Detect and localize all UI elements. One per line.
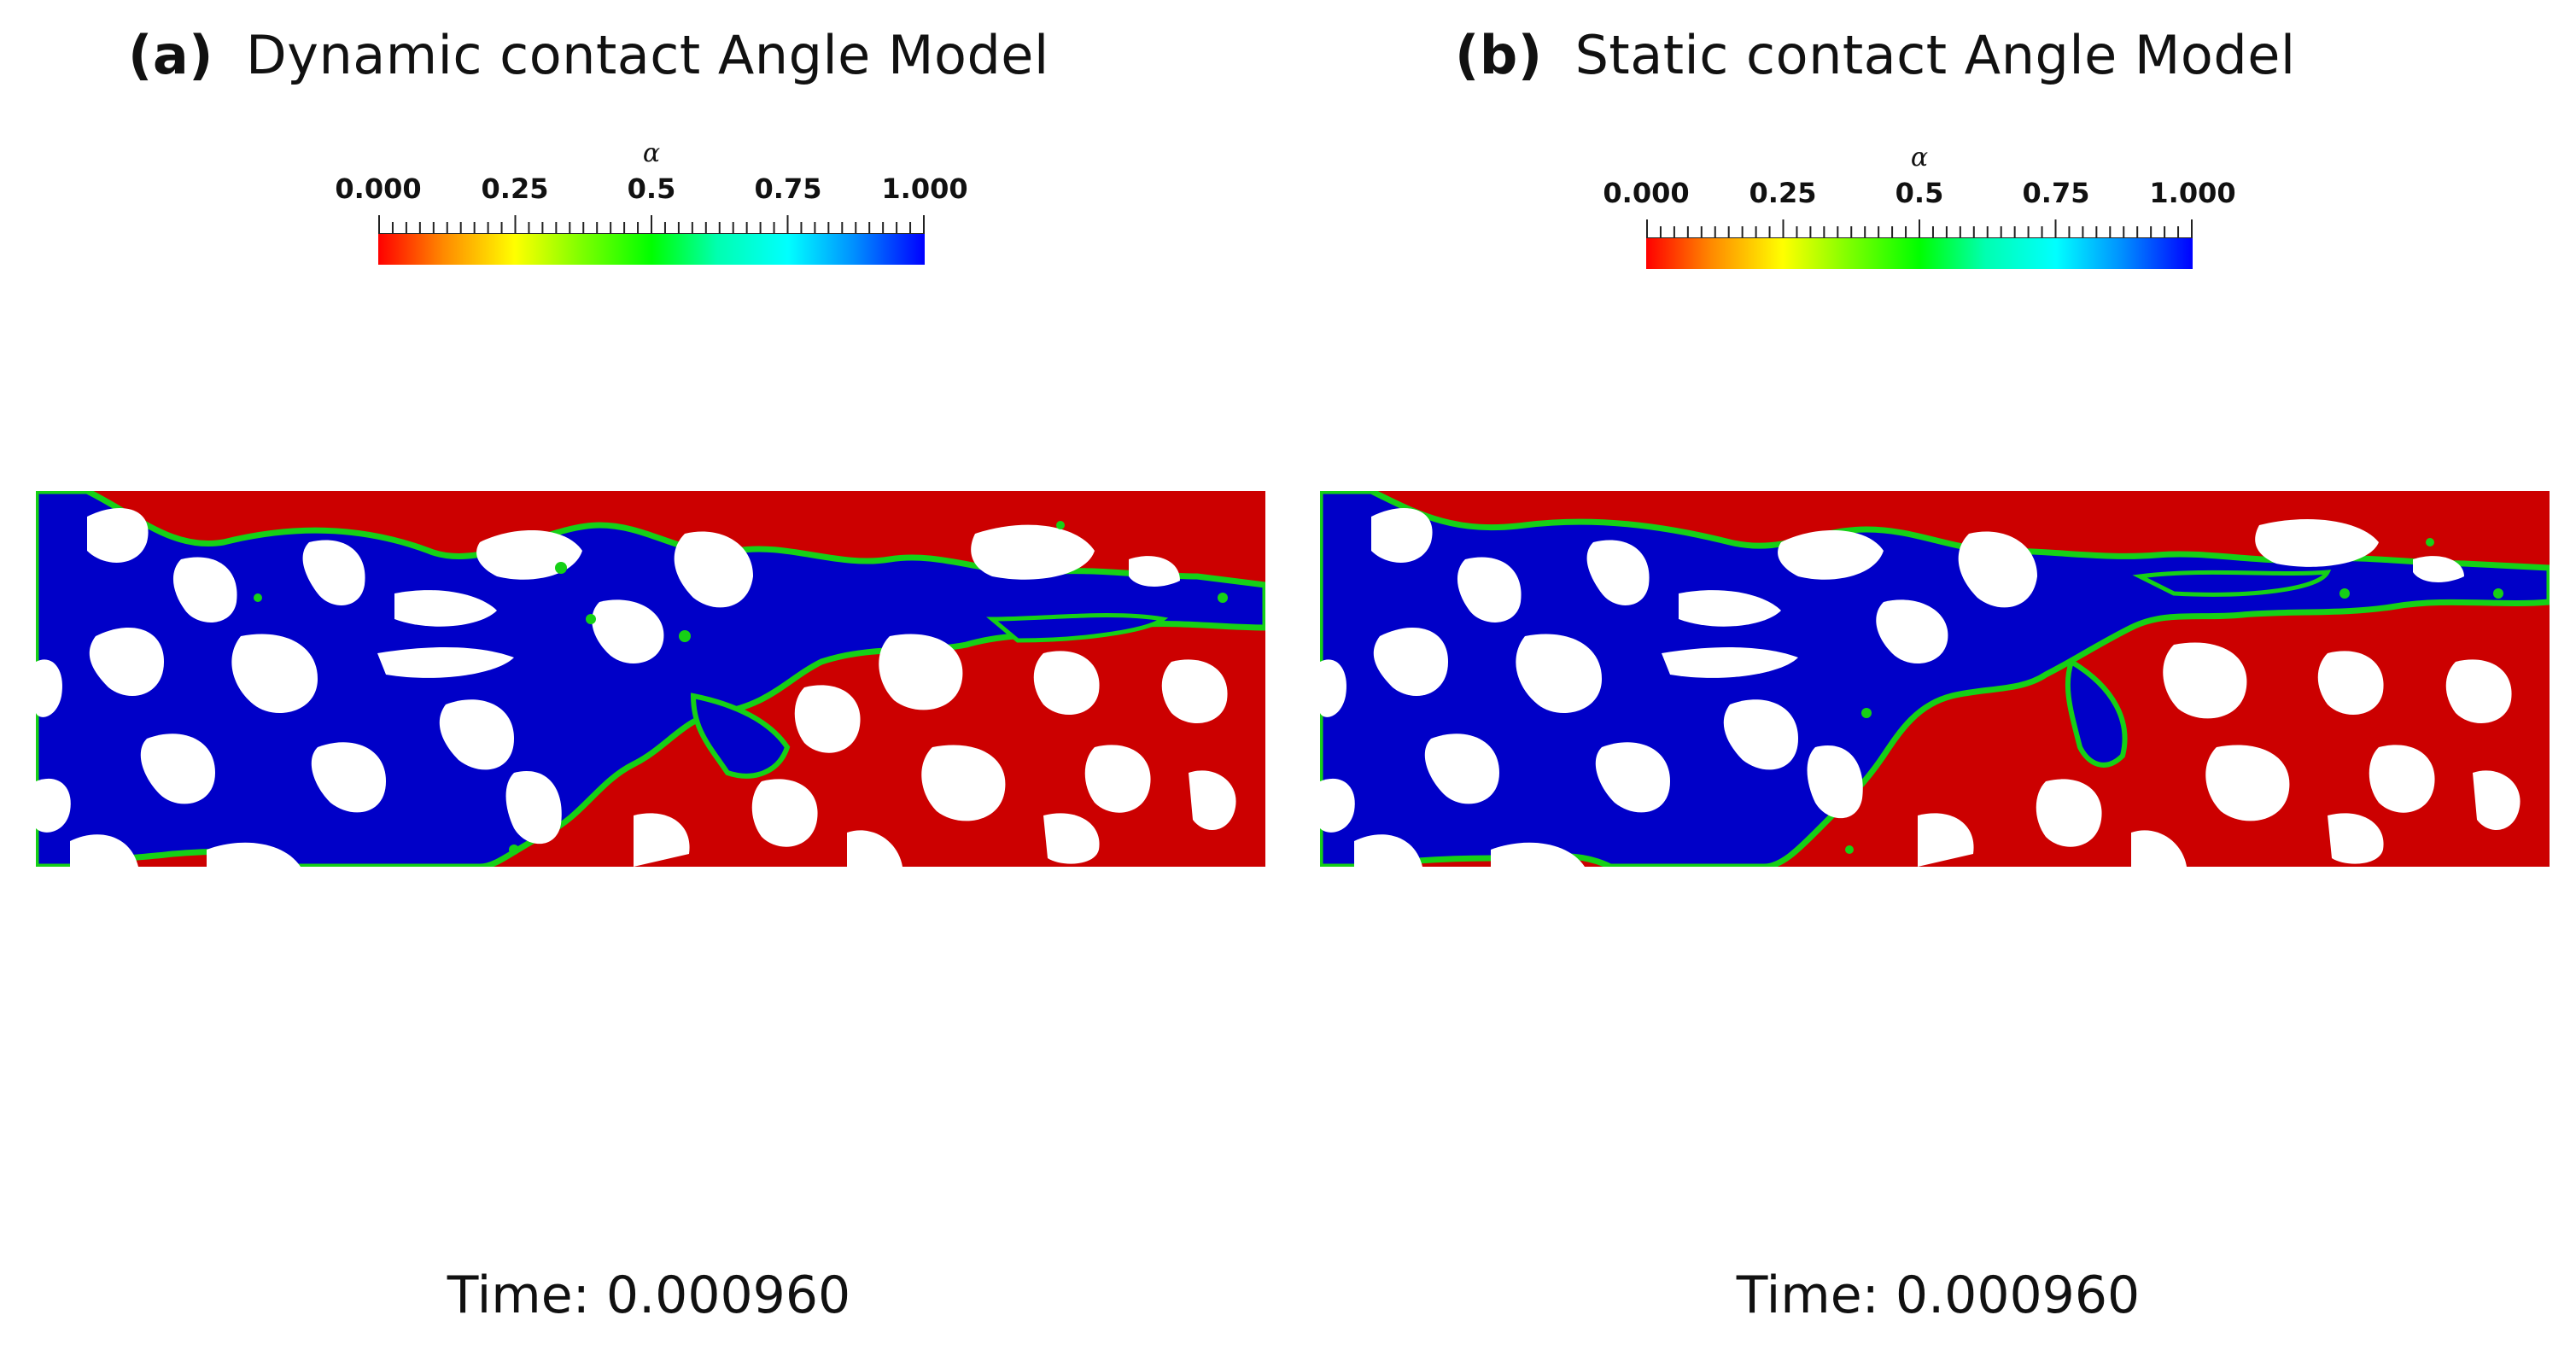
time-label: Time: 0.000960 [447,1265,851,1325]
colorbar-legend: α 0.000 0.25 0.5 0.75 1.000 [1603,143,2236,271]
colorbar-tick-label: 0.5 [627,172,676,205]
colorbar-tick-label: 0.75 [754,172,822,205]
colorbar-tick-label: 0.25 [481,172,549,205]
panel-title-text: Static contact Angle Model [1574,24,2296,86]
colorbar-tick-label: 0.000 [335,172,422,205]
panel-dynamic-contact-angle: (a) Dynamic contact Angle Model α 0.000 0… [36,24,1265,1325]
time-label: Time: 0.000960 [1736,1265,2141,1325]
simulation-field [1320,491,2550,867]
colorbar-tick-label: 0.000 [1603,177,1690,209]
colorbar-legend: α 0.000 0.25 0.5 0.75 1.000 [335,138,968,266]
colorbar-tick-label: 1.000 [881,172,968,205]
colorbar-symbol: α [642,138,661,168]
panel-title: (a) Dynamic contact Angle Model [128,24,1049,86]
panel-title-text: Dynamic contact Angle Model [246,24,1049,86]
colorbar-tick-label: 1.000 [2149,177,2236,209]
colorbar-gradient [378,215,925,265]
colorbar-tick-label: 0.5 [1895,177,1944,209]
panel-letter: (b) [1455,24,1543,86]
colorbar-tick-label: 0.75 [2022,177,2090,209]
colorbar-tick-label: 0.25 [1749,177,1817,209]
panel-static-contact-angle: (b) Static contact Angle Model α 0.000 0.… [1288,0,2576,1356]
panel-title: (b) Static contact Angle Model [1455,24,2296,86]
colorbar-symbol: α [1910,143,1929,172]
panel-letter: (a) [128,24,214,86]
colorbar-gradient [1646,219,2193,269]
simulation-field [36,491,1265,867]
